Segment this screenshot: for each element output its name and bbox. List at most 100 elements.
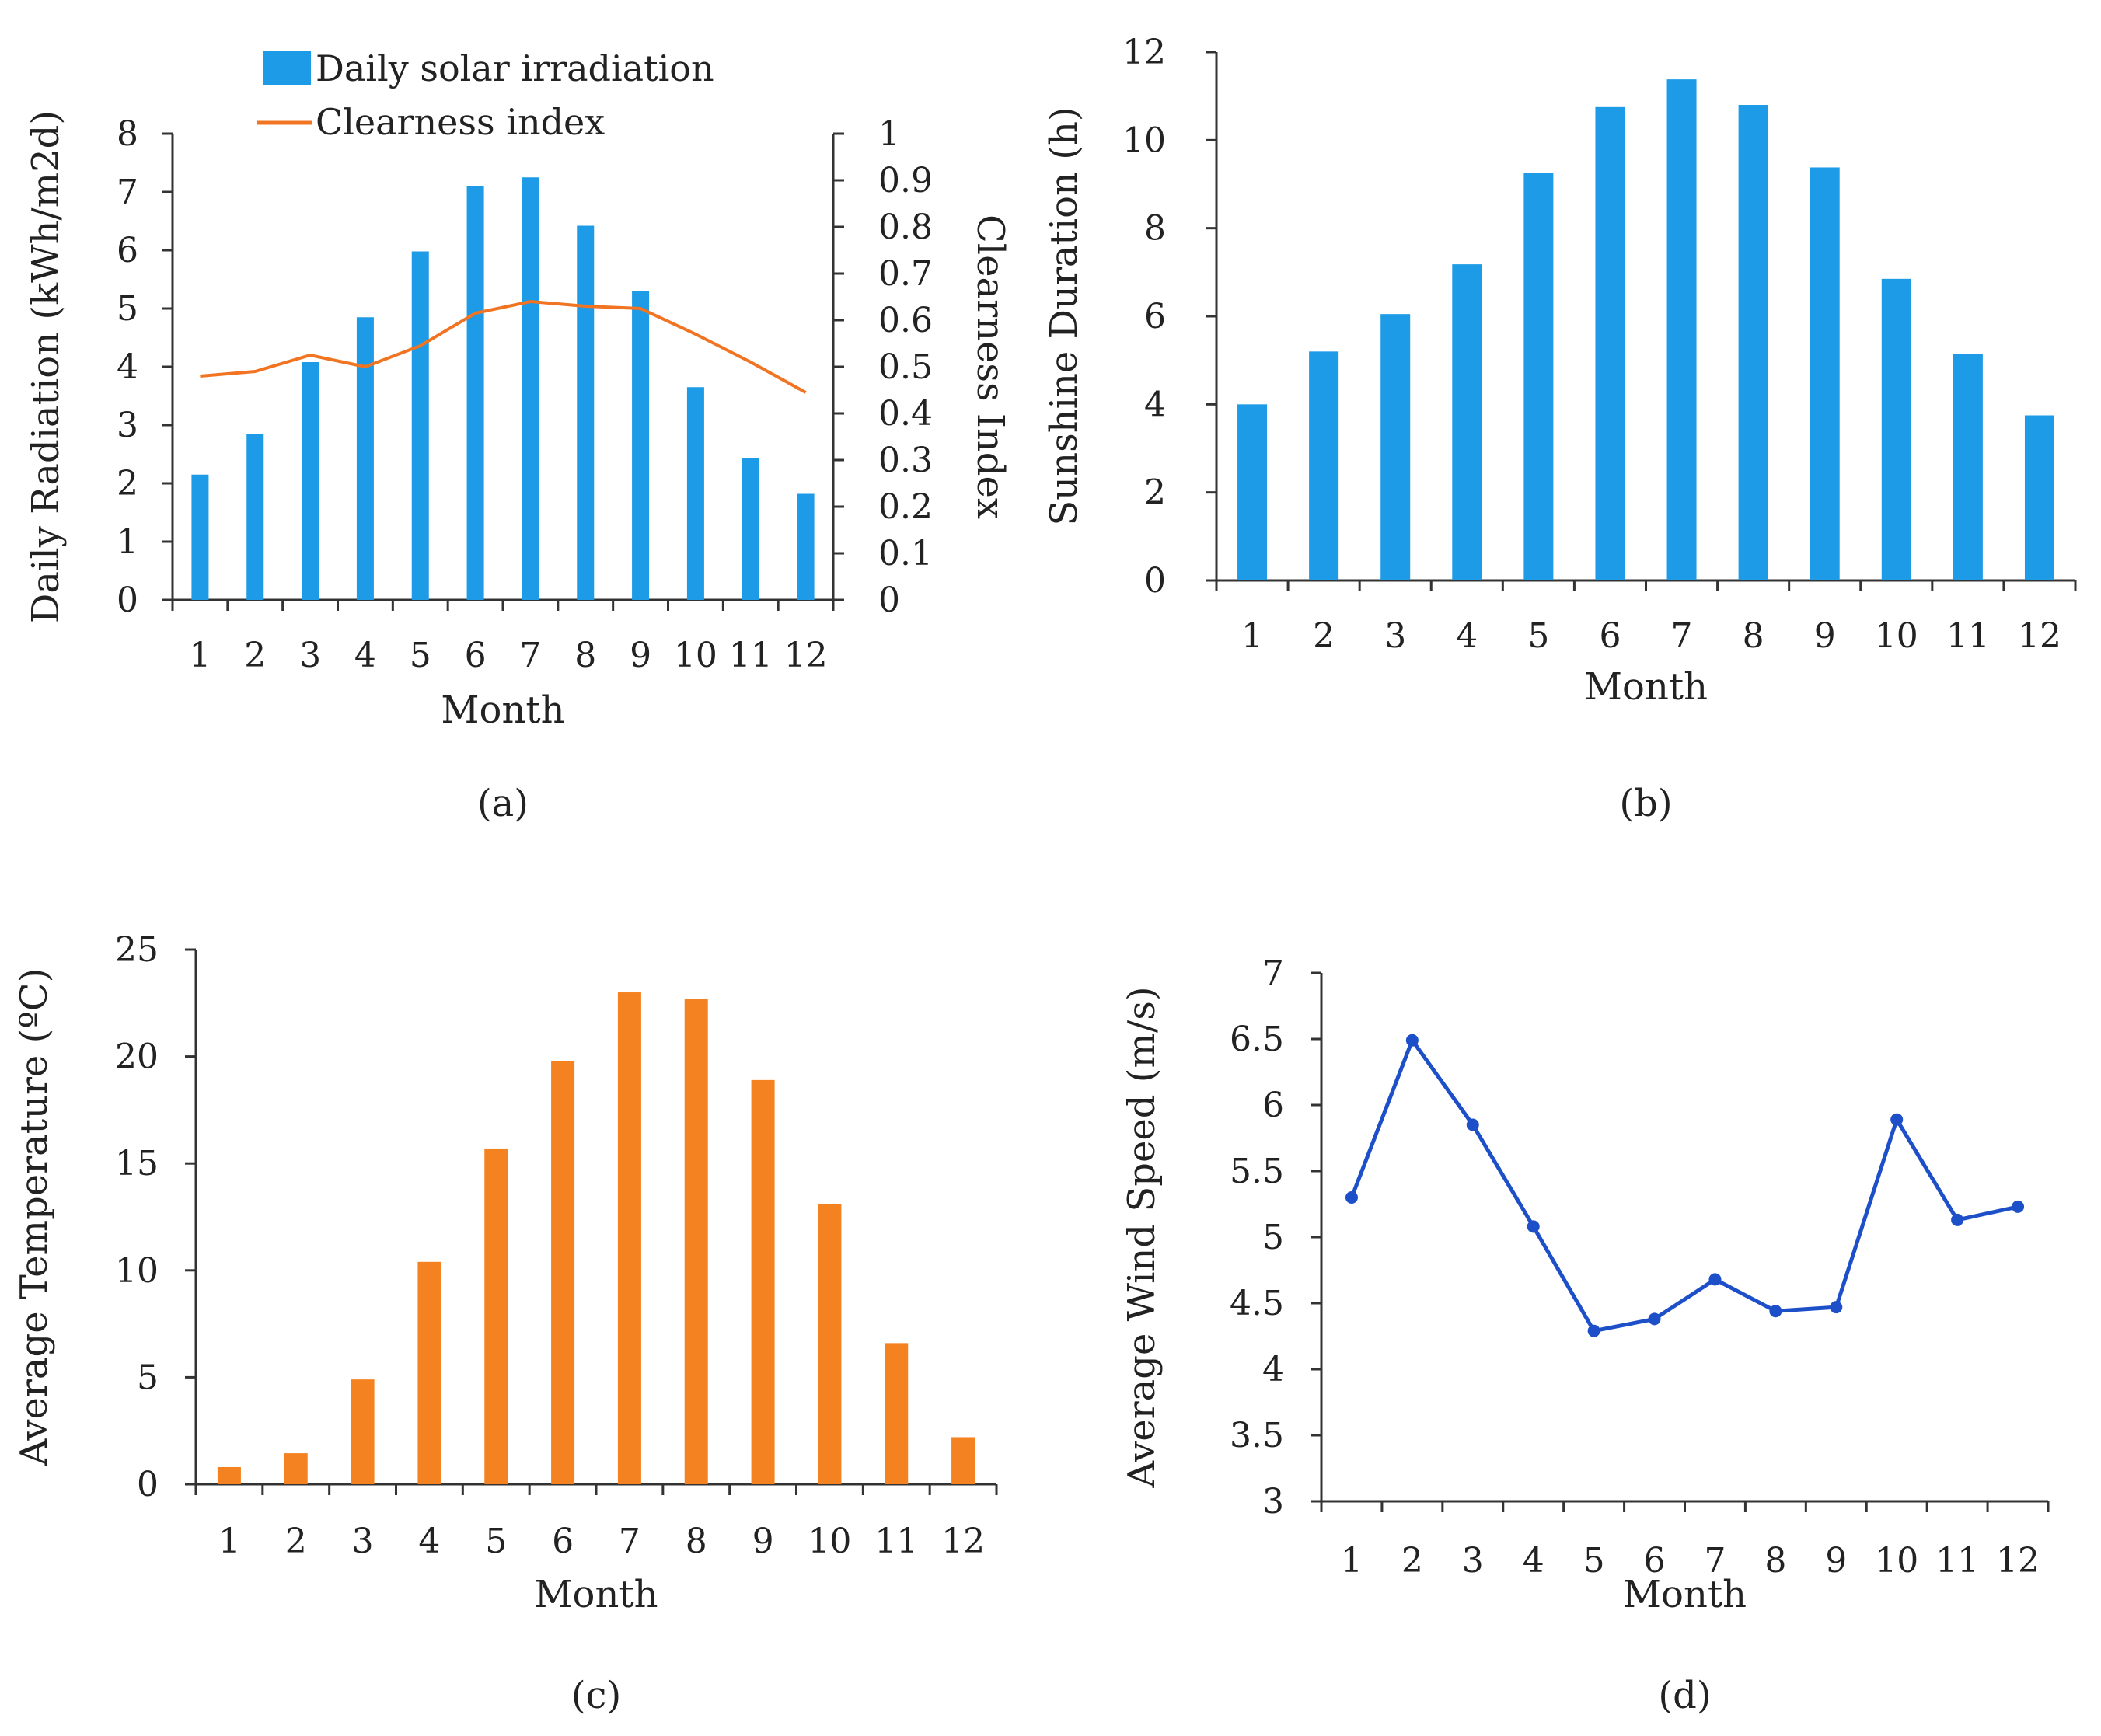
- chart-d: 33.544.555.566.571 2 3 4 5 6 7 8 9 10 11 12MonthAve…: [1120, 953, 2050, 1717]
- bar: [551, 1061, 575, 1484]
- bar: [951, 1437, 975, 1484]
- legend-swatch-daily-solar-irradiation: [263, 51, 311, 85]
- bar-daily-solar-irradiation: [742, 458, 759, 600]
- bar-daily-solar-irradiation: [577, 225, 595, 600]
- bar: [1666, 79, 1697, 581]
- data-point: [1345, 1191, 1358, 1204]
- bar: [1953, 354, 1983, 580]
- x-tick-label: 8: [686, 1522, 707, 1561]
- x-tick-label: 1: [1341, 1541, 1363, 1581]
- x-axis-label: Month: [1584, 665, 1708, 709]
- x-tick-label: 1: [218, 1522, 240, 1561]
- bar: [818, 1204, 842, 1484]
- bar-daily-solar-irradiation: [522, 177, 539, 600]
- x-tick-label: 7: [519, 636, 541, 675]
- panel-label: (c): [571, 1674, 621, 1717]
- y-tick-label: 2: [117, 464, 138, 504]
- y2-tick-label: 0: [878, 580, 900, 620]
- x-tick-label: 5: [1583, 1541, 1605, 1581]
- y-tick-label: 20: [115, 1037, 159, 1077]
- x-tick-label: 10: [808, 1522, 851, 1561]
- bar: [1309, 351, 1339, 580]
- x-tick-label: 4: [354, 636, 376, 675]
- x-tick-label: 4: [1456, 616, 1478, 656]
- data-point: [1708, 1273, 1722, 1286]
- x-tick-label: 7: [619, 1522, 640, 1561]
- x-tick-label: 8: [1743, 616, 1764, 656]
- y-tick-label: 15: [115, 1144, 159, 1183]
- y2-axis-label: Clearness Index: [968, 214, 1012, 519]
- data-point: [1769, 1305, 1782, 1318]
- y2-tick-label: 1: [878, 114, 900, 154]
- x-tick-label: 6: [1644, 1541, 1666, 1581]
- y-tick-label: 7: [1262, 953, 1284, 993]
- x-tick-label: 5: [410, 636, 431, 675]
- legend-label-daily-solar-irradiation: Daily solar irradiation: [316, 47, 714, 89]
- y-axis-label: Daily Radiation (kWh/m2d): [24, 110, 68, 623]
- data-point: [1951, 1213, 1964, 1226]
- bar: [1237, 404, 1268, 580]
- bar-daily-solar-irradiation: [632, 291, 650, 600]
- x-tick-label: 6: [552, 1522, 574, 1561]
- y-tick-label: 2: [1144, 473, 1166, 513]
- bar-daily-solar-irradiation: [191, 474, 209, 600]
- panel-label: (b): [1619, 782, 1672, 825]
- y-tick-label: 8: [117, 114, 138, 154]
- bar: [217, 1466, 241, 1484]
- x-tick-label: 2: [244, 636, 266, 675]
- y-tick-label: 0: [117, 580, 138, 620]
- y-tick-label: 3: [117, 406, 138, 445]
- bar: [1810, 167, 1840, 580]
- y-tick-label: 3: [1262, 1482, 1284, 1522]
- x-tick-label: 3: [299, 636, 321, 675]
- y-tick-label: 6.5: [1230, 1020, 1284, 1059]
- y2-tick-label: 0.1: [878, 534, 933, 573]
- x-tick-label: 9: [1825, 1541, 1847, 1581]
- data-point: [1466, 1118, 1479, 1131]
- y-axis-label: Average Wind Speed (m/s): [1120, 986, 1164, 1488]
- y-tick-label: 0: [1144, 561, 1166, 601]
- data-point: [1527, 1220, 1540, 1233]
- x-tick-label: 3: [1462, 1541, 1484, 1581]
- panel-label: (a): [477, 782, 529, 825]
- x-tick-label: 9: [752, 1522, 774, 1561]
- data-point: [1648, 1312, 1661, 1326]
- x-tick-label: 12: [1996, 1541, 2040, 1581]
- x-tick-label: 6: [1599, 616, 1621, 656]
- panel-label: (d): [1658, 1674, 1711, 1717]
- y-tick-label: 5: [117, 289, 138, 329]
- y-tick-label: 12: [1122, 33, 1166, 72]
- x-tick-label: 11: [874, 1522, 918, 1561]
- x-tick-label: 9: [1814, 616, 1836, 656]
- y2-tick-label: 0.3: [878, 441, 933, 480]
- bar: [751, 1079, 775, 1484]
- y2-tick-label: 0.7: [878, 254, 933, 294]
- bar: [351, 1379, 375, 1484]
- x-tick-label: 8: [574, 636, 596, 675]
- x-axis-label: Month: [534, 1573, 658, 1616]
- x-tick-label: 12: [784, 636, 828, 675]
- x-tick-label: 11: [1935, 1541, 1979, 1581]
- bar: [885, 1343, 909, 1484]
- x-tick-label: 2: [1313, 616, 1335, 656]
- x-tick-label: 10: [1875, 1541, 1918, 1581]
- bar-daily-solar-irradiation: [411, 251, 429, 600]
- x-tick-label: 2: [1401, 1541, 1423, 1581]
- x-tick-label: 3: [1384, 616, 1406, 656]
- y-tick-label: 5: [1262, 1218, 1284, 1257]
- y-axis-label: Sunshine Duration (h): [1042, 106, 1086, 525]
- x-tick-label: 1: [189, 636, 211, 675]
- bar-daily-solar-irradiation: [466, 186, 484, 600]
- y-tick-label: 1: [117, 522, 138, 562]
- data-point: [1830, 1301, 1843, 1314]
- x-tick-label: 2: [285, 1522, 307, 1561]
- y2-tick-label: 0.8: [878, 207, 933, 247]
- x-tick-label: 1: [1241, 616, 1263, 656]
- x-axis-label: Month: [1623, 1573, 1747, 1616]
- x-tick-label: 3: [352, 1522, 374, 1561]
- bar-daily-solar-irradiation: [302, 362, 319, 600]
- y-tick-label: 8: [1144, 209, 1166, 249]
